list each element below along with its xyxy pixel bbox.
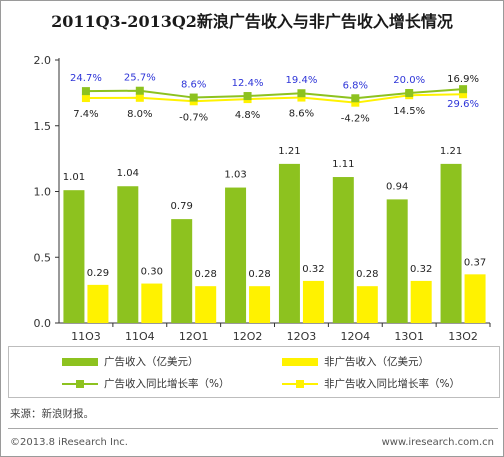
bar-label-ad-revenue: 1.11 [332,159,354,170]
bar-label-ad-revenue: 1.21 [440,146,462,157]
data-label-ad-growth: 8.6% [181,80,206,91]
marker-non-ad-growth [351,98,360,107]
bar-ad-revenue [278,163,300,323]
bar-label-non-ad-revenue: 0.28 [356,269,378,280]
data-label-non-ad-growth: 7.4% [73,109,98,120]
y-tick-label: 0.5 [34,251,52,264]
marker-non-ad-growth [81,94,90,103]
bar-label-non-ad-revenue: 0.32 [302,264,324,275]
bar-non-ad-revenue [195,286,217,323]
data-label-ad-growth: 6.8% [343,80,368,91]
x-tick-label: 12Q1 [179,330,209,340]
bar-non-ad-revenue [302,280,324,323]
bar-label-non-ad-revenue: 0.37 [464,257,486,268]
bar-non-ad-revenue [356,286,378,323]
bar-label-ad-revenue: 1.21 [278,146,300,157]
x-tick-label: 13Q1 [394,330,424,340]
bar-label-non-ad-revenue: 0.28 [195,269,217,280]
x-tick-label: 12Q3 [287,330,317,340]
data-label-ad-growth: 19.4% [286,75,318,86]
data-label-ad-growth: 20.0% [393,75,425,86]
bar-ad-revenue [171,219,193,323]
bar-label-non-ad-revenue: 0.28 [248,269,270,280]
bar-ad-revenue [63,190,85,323]
marker-ad-growth [135,86,144,95]
x-tick-label: 12Q2 [233,330,263,340]
bar-label-non-ad-revenue: 0.30 [141,267,163,278]
data-label-non-ad-growth: -4.2% [341,114,370,125]
bar-ad-revenue [332,177,354,323]
bar-label-ad-revenue: 0.79 [171,201,193,212]
footer-divider [8,428,498,429]
data-label-ad-growth: 12.4% [232,78,264,89]
marker-ad-growth [81,87,90,96]
marker-ad-growth [459,85,468,94]
marker-non-ad-growth [459,90,468,99]
bar-non-ad-revenue [410,280,432,323]
chart-title: 2011Q3-2013Q2新浪广告收入与非广告收入增长情况 [51,12,453,31]
data-label-ad-growth: 29.6% [447,99,479,110]
bar-ad-revenue [386,199,408,323]
bar-ad-revenue [440,163,462,323]
copyright-text: ©2013.8 iResearch Inc. [10,437,128,448]
x-tick-label: 11Q4 [125,330,155,340]
marker-ad-growth [405,89,414,97]
bar-non-ad-revenue [87,284,109,323]
line-ad-growth [85,88,464,100]
marker-ad-growth [189,93,198,102]
y-tick-label: 2.0 [34,54,52,67]
y-tick-label: 1.0 [34,186,52,199]
website-text: www.iresearch.com.cn [381,437,494,448]
bar-ad-revenue [117,186,139,323]
x-tick-label: 11Q3 [71,330,101,340]
data-label-ad-growth: 24.7% [70,73,102,84]
bar-non-ad-revenue [249,286,271,323]
marker-non-ad-growth [135,93,144,102]
bar-label-ad-revenue: 1.04 [117,168,139,179]
marker-non-ad-growth [297,93,306,102]
data-label-non-ad-growth: 8.6% [289,109,314,120]
data-label-non-ad-growth: 8.0% [127,109,152,120]
bar-label-ad-revenue: 1.03 [224,170,246,181]
data-label-non-ad-growth: 14.5% [393,106,425,117]
data-label-non-ad-growth: -0.7% [179,112,208,123]
marker-ad-growth [297,89,306,98]
data-label-ad-growth: 25.7% [124,73,156,84]
bar-non-ad-revenue [464,274,486,323]
bar-label-ad-revenue: 0.94 [386,181,408,192]
marker-ad-growth [243,92,252,101]
x-tick-label: 13Q2 [448,330,478,340]
chart-plot: 0.0 0.5 1.0 1.5 2.0 1.01 0.29 11Q3 1.04 0.30 11Q4 0… [34,54,491,340]
bar-label-non-ad-revenue: 0.32 [410,264,432,275]
bar-label-ad-revenue: 1.01 [63,172,85,183]
y-tick-label: 0.0 [34,317,52,330]
y-tick-label: 1.5 [34,120,52,133]
bar-non-ad-revenue [141,283,163,323]
data-label-non-ad-growth: 4.8% [235,110,260,121]
marker-ad-growth [351,94,360,103]
x-tick-label: 12Q4 [340,330,370,340]
bar-ad-revenue [225,187,247,323]
line-non-ad-growth [85,93,464,104]
data-label-non-ad-growth: 16.9% [447,74,479,85]
source-note: 来源：新浪财报。 [10,408,94,420]
bar-label-non-ad-revenue: 0.29 [87,268,109,279]
legend-box [8,346,500,398]
